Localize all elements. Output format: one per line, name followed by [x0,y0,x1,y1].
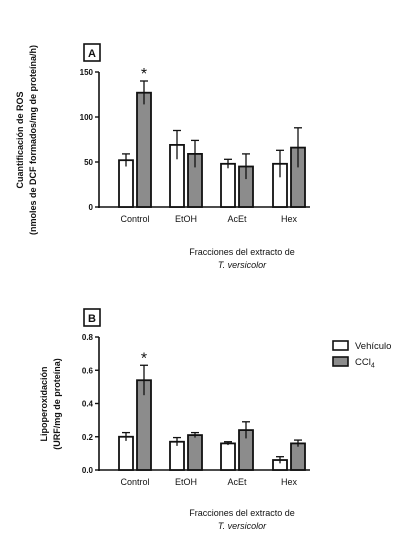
panel-b-ytick-label: 0.6 [82,366,94,375]
panel-a-ylabel-line1: Cuantificación de ROS [15,91,25,188]
legend-label-ccl4: CCl4 [355,357,375,370]
panel-a-category-label: AcEt [227,214,247,224]
legend-swatch-vehiculo [332,340,349,351]
panel-a-bar-control-series1 [118,159,134,208]
legend-label-ccl4-sub: 4 [371,363,375,370]
panel-b-category-label: Hex [281,477,298,487]
panel-b-label-box [83,308,101,327]
panel-b-ytick-label: 0.4 [82,400,94,409]
panel-a-significance-mark: * [141,66,147,83]
panel-a-category-label: Control [120,214,149,224]
panel-a-label: A [88,48,96,60]
panel-b-category-label: AcEt [227,477,247,487]
panel-b-bar-etoh-series2 [187,434,203,471]
legend: Vehículo CCl4 [332,340,391,370]
panel-b-bar-acet-series1 [220,442,236,471]
panel-a-category-label: EtOH [175,214,197,224]
legend-label-vehiculo: Vehículo [355,341,391,352]
legend-label-ccl4-main: CCl [355,357,371,368]
panel-b-ytick-label: 0.8 [82,333,94,342]
panel-a-xlabel-line2: T. versicolor [218,260,267,270]
panel-b-xlabel-line1: Fracciones del extracto de [189,508,295,518]
panel-b-category-label: EtOH [175,477,197,487]
chart-panel-a: A Cuantificación de ROS (nmoles de DCF f… [15,43,310,270]
panel-a-bar-acet-series1 [220,162,236,208]
panel-a-ytick-label: 100 [80,113,94,122]
panel-a-ytick-label: 50 [84,158,93,167]
panel-b-ytick-label: 0.2 [82,433,94,442]
panel-a-xlabel-line1: Fracciones del extracto de [189,247,295,257]
panel-b-xlabel-line2: T. versicolor [218,521,267,531]
panel-a-category-label: Hex [281,214,298,224]
panel-b-label: B [88,313,96,325]
panel-b-ytick-label: 0.0 [82,466,94,475]
panel-b-ylabel-line1: Lipoperoxidación [39,366,49,441]
legend-swatch-ccl4 [332,356,349,367]
chart-panel-b: B Lipoperoxidación (URF/mg de proteína) … [39,308,310,531]
panel-b-ylabel-line2: (URF/mg de proteína) [52,358,62,450]
panel-a-ytick-label: 0 [89,203,94,212]
panel-a-bar-control-series2 [136,91,152,208]
panel-b-significance-mark: * [141,350,147,367]
panel-a-ylabel-line2: (nmoles de DCF formados/mg de proteína/h… [28,45,38,235]
panel-a-label-box [83,43,101,62]
panel-b-bar-control-series1 [118,435,134,471]
panel-b-bar-etoh-series1 [169,440,185,471]
panel-b-category-label: Control [120,477,149,487]
panel-a-ytick-label: 150 [80,68,94,77]
panel-b-bar-hex-series2 [290,442,306,471]
